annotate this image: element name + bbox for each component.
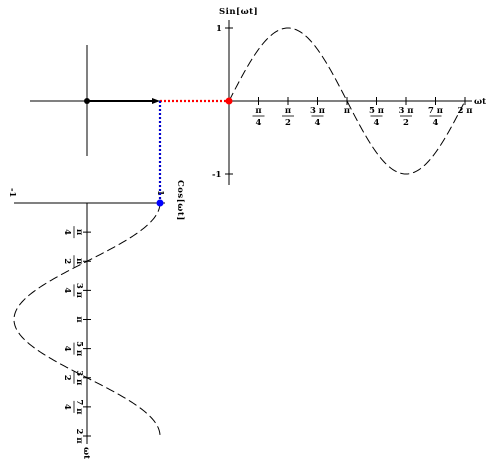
sine-angle-tick-denominator-4: 4 bbox=[374, 118, 380, 128]
sine-angle-tick-numerator-4: 5 π bbox=[369, 106, 384, 116]
sine-x-axis-label: ωt bbox=[474, 97, 486, 107]
sine-y-tick-label-1: 1 bbox=[216, 24, 222, 34]
cosine-angle-tick-numerator-6: 7 π bbox=[74, 399, 84, 414]
sine-angle-tick-denominator-1: 2 bbox=[285, 118, 291, 128]
sine-angle-tick-numerator-2: 3 π bbox=[310, 106, 325, 116]
cosine-tick-minus-1-group: -1 bbox=[7, 188, 17, 198]
cosine-tick-label-minus-1: -1 bbox=[7, 188, 17, 198]
cosine-angle-tick-numerator-7: 2 π bbox=[74, 428, 84, 443]
sine-angle-tick-numerator-6: 7 π bbox=[428, 106, 443, 116]
cosine-angle-tick-numerator-5: 3 π bbox=[74, 370, 84, 385]
cosine-angle-tick-numerator-2: 3 π bbox=[74, 283, 84, 298]
sine-angle-ticks: π 4 π 2 3 π 4 π 5 π 4 3 π 2 7 π 4 2 π bbox=[252, 97, 473, 128]
sine-angle-tick-numerator-7: 2 π bbox=[457, 106, 472, 116]
sine-angle-tick-numerator-0: π bbox=[255, 106, 261, 116]
cosine-angle-tick-denominator-2: 4 bbox=[62, 287, 72, 293]
phasor-origin-point bbox=[84, 98, 90, 104]
sine-curve bbox=[228, 27, 466, 175]
sine-angle-tick-denominator-0: 4 bbox=[256, 118, 262, 128]
cosine-angle-tick-label-7: 2 π bbox=[74, 428, 84, 443]
cosine-angle-tick-label-1: π2 bbox=[62, 255, 84, 268]
cosine-angle-tick-label-2: 3 π4 bbox=[62, 283, 84, 298]
sine-angle-tick-denominator-6: 4 bbox=[433, 118, 439, 128]
cosine-x-axis-label: ωt bbox=[81, 447, 91, 459]
cosine-angle-tick-denominator-4: 4 bbox=[62, 346, 72, 352]
cosine-angle-tick-denominator-0: 4 bbox=[62, 229, 72, 235]
cosine-axis-title: Cos[ωt] bbox=[175, 180, 185, 221]
sine-axis-title: Sin[ωt] bbox=[219, 7, 258, 17]
cosine-angle-tick-numerator-4: 5 π bbox=[74, 341, 84, 356]
sine-angle-tick-numerator-1: π bbox=[285, 106, 291, 116]
sine-angle-tick-denominator-2: 4 bbox=[315, 118, 321, 128]
cosine-angle-tick-label-0: π4 bbox=[62, 226, 84, 239]
sine-angle-tick-numerator-3: π bbox=[344, 106, 350, 116]
cosine-curve bbox=[13, 202, 161, 437]
cosine-angle-tick-label-3: π bbox=[74, 316, 84, 322]
cosine-angle-tick-numerator-0: π bbox=[74, 229, 84, 235]
sine-y-tick-label-minus-1: -1 bbox=[212, 170, 222, 180]
cosine-angle-tick-label-6: 7 π4 bbox=[62, 399, 84, 414]
cosine-axis-title-group: Cos[ωt] bbox=[175, 180, 185, 221]
sine-graph-axes: Sin[ωt] ωt 1 -1 π 4 π 2 3 π 4 π 5 π 4 3 π 2 7 π 4 2 π bbox=[212, 7, 486, 185]
cosine-x-axis-label-group: ωt bbox=[81, 447, 91, 459]
cosine-angle-tick-denominator-1: 2 bbox=[62, 258, 72, 264]
cosine-angle-tick-numerator-1: π bbox=[74, 258, 84, 264]
cosine-current-point bbox=[156, 199, 164, 207]
cosine-angle-tick-label-4: 5 π4 bbox=[62, 341, 84, 356]
sine-current-point bbox=[225, 97, 233, 105]
cosine-angle-tick-numerator-3: π bbox=[74, 316, 84, 322]
cosine-angle-tick-denominator-6: 4 bbox=[62, 404, 72, 410]
sine-angle-tick-numerator-5: 3 π bbox=[398, 106, 413, 116]
cosine-angle-tick-label-5: 3 π2 bbox=[62, 370, 84, 385]
cosine-angle-tick-denominator-5: 2 bbox=[62, 375, 72, 381]
sine-angle-tick-denominator-5: 2 bbox=[403, 118, 409, 128]
phasor-arrowhead bbox=[152, 98, 160, 104]
